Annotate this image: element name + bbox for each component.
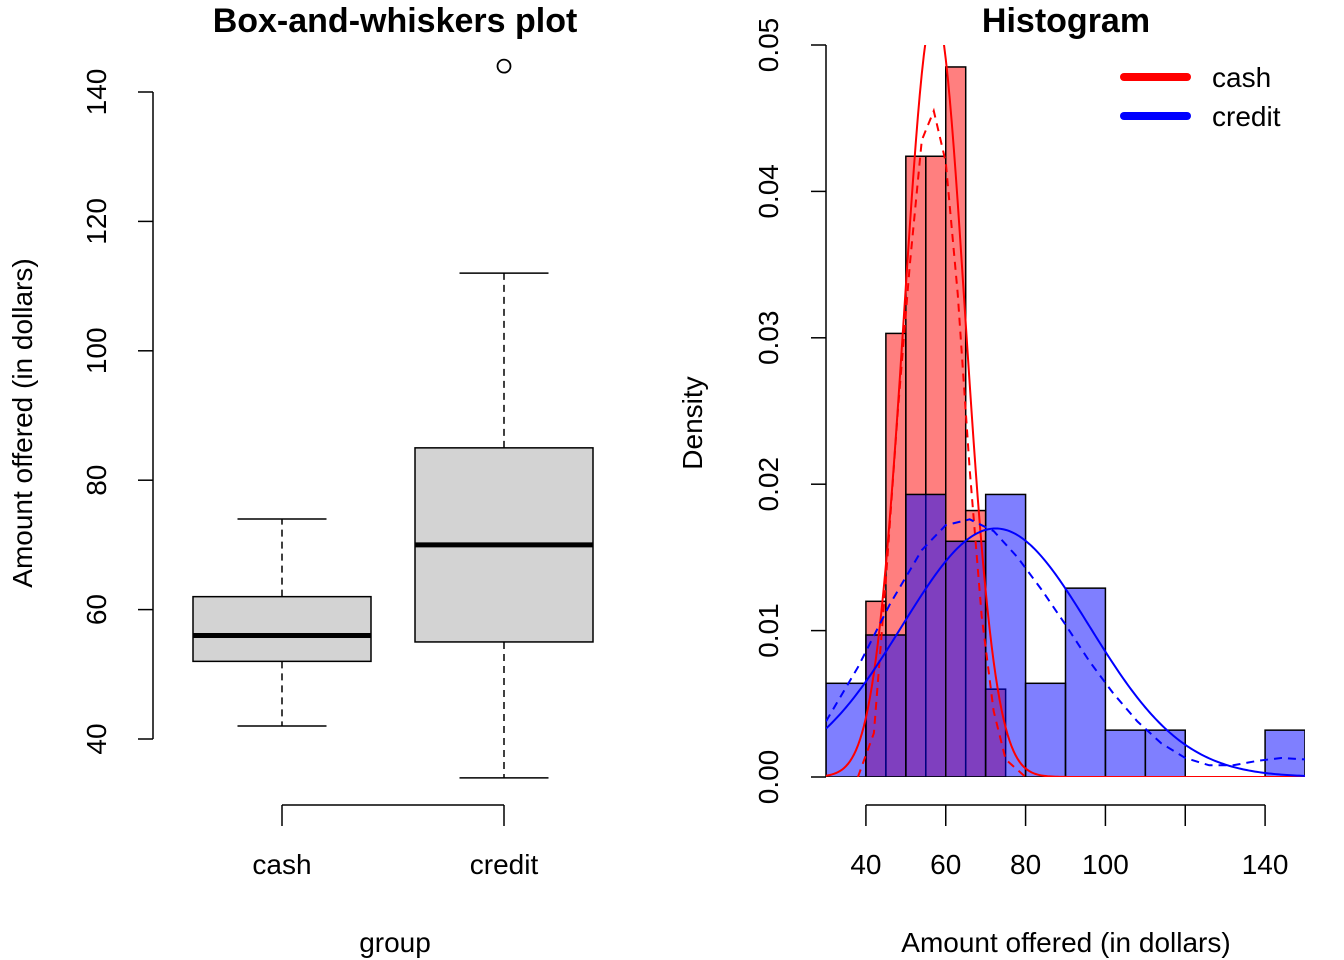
histogram-legend: cash credit	[1120, 62, 1281, 132]
histogram-bar	[1264, 729, 1305, 777]
histogram-bar	[826, 682, 867, 777]
histogram-x-tick-label: 140	[1242, 849, 1289, 880]
boxplot-y-axis: 40 60 80 100 120 140	[81, 69, 154, 755]
boxplot-panel: Box-and-whiskers plot group Amount offer…	[7, 2, 594, 958]
histogram-x-tick-label: 100	[1082, 849, 1129, 880]
boxplot-title: Box-and-whiskers plot	[213, 2, 578, 40]
density-curve-cash	[856, 107, 1027, 777]
boxplot-x-axis: cash credit	[252, 804, 539, 880]
boxplot-y-tick-label: 100	[81, 327, 112, 374]
histogram-bar	[1024, 682, 1067, 777]
histogram-x-axis-label: Amount offered (in dollars)	[901, 927, 1230, 958]
histogram-bar	[905, 493, 947, 777]
histogram-y-axis: 0.00 0.01 0.02 0.03 0.04 0.05	[753, 18, 827, 805]
histogram-bar	[1064, 587, 1107, 777]
box-iqr	[192, 595, 372, 663]
histogram-x-axis: 40 60 80 100 140	[850, 804, 1289, 880]
boxplot-y-tick-label: 60	[81, 594, 112, 625]
histogram-y-tick-label: 0.04	[753, 164, 784, 219]
histogram-x-tick-label: 80	[1010, 849, 1041, 880]
histogram-bar	[945, 540, 987, 777]
legend-label-credit: credit	[1212, 101, 1281, 132]
histogram-title: Histogram	[982, 2, 1150, 40]
box-cash	[192, 518, 372, 727]
histogram-x-tick-label: 60	[930, 849, 961, 880]
boxplot-x-tick-label: cash	[252, 849, 311, 880]
histogram-y-tick-label: 0.00	[753, 750, 784, 805]
histogram-y-tick-label: 0.02	[753, 457, 784, 512]
histogram-y-tick-label: 0.01	[753, 603, 784, 658]
histogram-bar	[1144, 729, 1187, 777]
normal-curve-cash	[826, 45, 1305, 777]
boxplot-y-tick-label: 120	[81, 198, 112, 245]
box-outlier	[496, 58, 512, 74]
histogram-plot-area	[826, 45, 1305, 777]
boxplot-x-axis-label: group	[359, 927, 431, 958]
boxplot-y-tick-label: 80	[81, 465, 112, 496]
boxplot-x-tick-label: credit	[470, 849, 539, 880]
histogram-panel: Histogram Amount offered (in dollars) De…	[677, 2, 1305, 958]
boxplot-marks	[192, 58, 594, 779]
boxplot-y-tick-label: 40	[81, 723, 112, 754]
histogram-x-tick-label: 40	[850, 849, 881, 880]
histogram-bar	[1104, 729, 1147, 777]
histogram-bars-credit	[826, 493, 1305, 777]
legend-label-cash: cash	[1212, 62, 1271, 93]
boxplot-y-axis-label: Amount offered (in dollars)	[7, 258, 38, 587]
histogram-y-axis-label: Density	[677, 376, 708, 469]
density-curve-credit	[826, 518, 1305, 767]
histogram-y-tick-label: 0.05	[753, 18, 784, 73]
boxplot-y-tick-label: 140	[81, 69, 112, 116]
box-credit	[414, 58, 594, 779]
histogram-y-tick-label: 0.03	[753, 311, 784, 366]
histogram-bar	[865, 634, 907, 777]
